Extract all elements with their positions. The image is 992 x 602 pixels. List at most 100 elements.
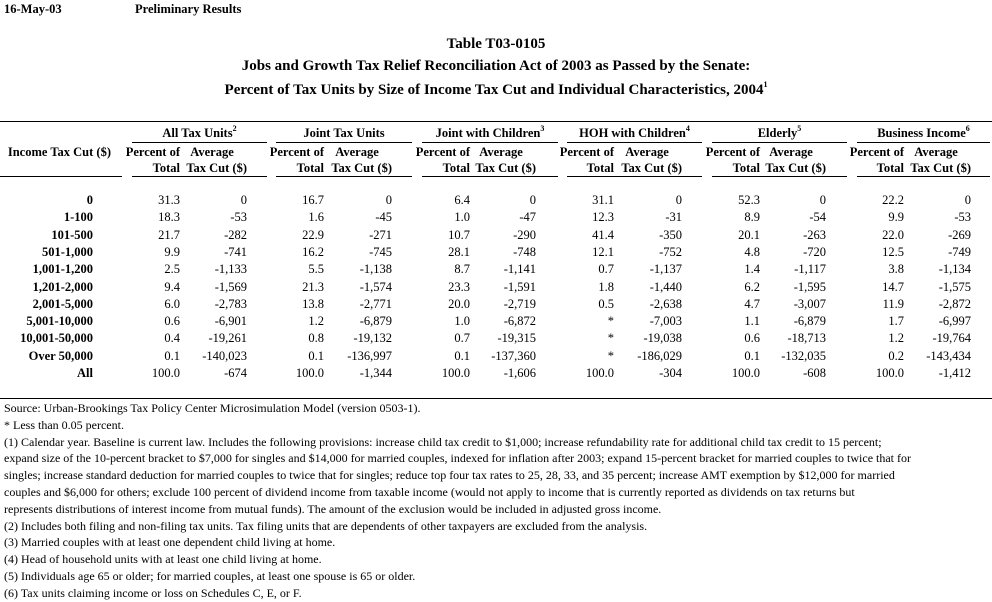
- percent-of-total-cell: 0.1: [454, 348, 470, 363]
- footnote-line: (3) Married couples with at least one de…: [4, 535, 336, 550]
- footnote-line: couples and $6,000 for others; exclude 1…: [4, 485, 855, 499]
- percent-of-total-cell: 0.8: [308, 331, 324, 346]
- table-title-text: Percent of Tax Units by Size of Income T…: [224, 82, 764, 98]
- group-rule: [567, 142, 702, 143]
- row-label: Over 50,000: [28, 348, 93, 363]
- average-tax-cut-cell: -132,035: [781, 348, 826, 363]
- percent-header-line1: Percent of: [269, 145, 324, 159]
- subheader-rule: [276, 176, 412, 177]
- percent-of-total-cell: 0.7: [598, 262, 614, 277]
- footnote-line: Source: Urban-Brookings Tax Policy Cente…: [4, 401, 421, 415]
- group-label: Joint with Children: [435, 126, 541, 140]
- percent-of-total-cell: 20.1: [738, 227, 760, 242]
- group-label: Business Income: [877, 126, 966, 140]
- percent-of-total-cell: 8.7: [454, 262, 470, 277]
- footnote-line: (2) Includes both filing and non-filing …: [4, 518, 648, 533]
- percent-of-total-cell: 23.3: [448, 279, 470, 294]
- average-header-line2: Tax Cut ($): [765, 161, 826, 175]
- average-tax-cut-cell: -608: [803, 366, 826, 380]
- footnote-line: (6) Tax units claiming income or loss on…: [4, 585, 302, 600]
- percent-of-total-cell: *: [607, 331, 614, 346]
- row-label: 0: [86, 193, 93, 207]
- average-tax-cut-cell: -1,117: [794, 262, 826, 277]
- average-header-line1: Average: [914, 145, 958, 159]
- average-tax-cut-cell: -2,783: [214, 296, 247, 311]
- subheader-rule: [422, 176, 558, 177]
- group-label: HOH with Children: [579, 126, 686, 140]
- percent-of-total-cell: 31.3: [158, 193, 180, 207]
- average-tax-cut-cell: -136,997: [347, 348, 392, 363]
- average-tax-cut-cell: -140,023: [202, 348, 247, 363]
- percent-of-total-cell: 28.1: [448, 244, 470, 259]
- average-tax-cut-cell: -1,138: [359, 262, 392, 277]
- row-label: 1,001-1,200: [32, 262, 93, 277]
- average-tax-cut-cell: 0: [819, 193, 826, 207]
- average-tax-cut-cell: -2,872: [938, 296, 971, 311]
- average-tax-cut-cell: -1,344: [359, 366, 392, 380]
- average-tax-cut-cell: -741: [224, 244, 247, 259]
- percent-of-total-cell: 1.1: [744, 314, 760, 329]
- group-rule: [422, 142, 558, 143]
- percent-of-total-cell: 10.7: [448, 227, 470, 242]
- footnote-ref: 1: [763, 80, 768, 89]
- percent-of-total-cell: 18.3: [158, 210, 180, 225]
- average-tax-cut-cell: -45: [375, 210, 392, 225]
- row-label: 1,201-2,000: [32, 279, 93, 294]
- percent-of-total-cell: 20.0: [448, 296, 470, 311]
- percent-of-total-cell: 14.7: [882, 279, 904, 294]
- row-header-rule: [0, 176, 122, 177]
- group-header: Elderly5: [712, 124, 847, 141]
- percent-header-line2: Total: [586, 161, 614, 175]
- average-tax-cut-cell: -2,771: [359, 296, 392, 311]
- percent-of-total-cell: 0.7: [454, 331, 470, 346]
- average-tax-cut-cell: -1,137: [649, 262, 682, 277]
- average-tax-cut-cell: -1,595: [793, 279, 826, 294]
- row-label: 101-500: [51, 227, 93, 242]
- percent-of-total-cell: 0.4: [164, 331, 180, 346]
- subheader-rule: [132, 176, 267, 177]
- percent-of-total-cell: 1.6: [308, 210, 324, 225]
- percent-of-total-cell: 22.9: [302, 227, 324, 242]
- percent-of-total-cell: 5.5: [308, 262, 324, 277]
- footnote-line: * Less than 0.05 percent.: [4, 417, 124, 432]
- average-tax-cut-cell: -350: [659, 227, 682, 242]
- average-tax-cut-cell: -6,879: [359, 314, 392, 329]
- average-tax-cut-cell: -1,575: [938, 279, 971, 294]
- average-tax-cut-cell: -748: [513, 244, 536, 259]
- percent-of-total-cell: 1.4: [744, 262, 760, 277]
- percent-of-total-cell: 1.0: [454, 210, 470, 225]
- average-tax-cut-cell: -7,003: [649, 314, 682, 329]
- percent-header-line1: Percent of: [559, 145, 614, 159]
- percent-of-total-cell: 100.0: [585, 366, 614, 380]
- average-header-line2: Tax Cut ($): [910, 161, 971, 175]
- report-status: Preliminary Results: [135, 2, 242, 16]
- average-tax-cut-cell: -2,638: [649, 296, 682, 311]
- row-label: 10,001-50,000: [20, 331, 93, 346]
- percent-of-total-cell: 3.8: [888, 262, 904, 277]
- footnote-line: represents distributions of interest inc…: [4, 501, 662, 516]
- footnote-line: singles; increase standard deduction for…: [4, 468, 895, 483]
- subheader-rule: [712, 176, 847, 177]
- average-tax-cut-cell: 0: [675, 193, 682, 207]
- group-header: All Tax Units2: [132, 124, 267, 141]
- average-tax-cut-cell: -1,591: [503, 279, 536, 294]
- percent-header-line2: Total: [732, 161, 760, 175]
- percent-of-total-cell: 6.2: [744, 279, 760, 294]
- average-tax-cut-cell: -19,038: [643, 331, 682, 346]
- percent-header-line1: Percent of: [849, 145, 904, 159]
- average-tax-cut-cell: -186,029: [637, 348, 682, 363]
- average-tax-cut-cell: -263: [803, 227, 826, 242]
- average-header-line1: Average: [479, 145, 523, 159]
- footnote-line: expand size of the 10-percent bracket to…: [4, 451, 912, 466]
- average-tax-cut-cell: -54: [809, 210, 826, 225]
- percent-of-total-cell: 9.4: [164, 279, 180, 294]
- average-header-line2: Tax Cut ($): [475, 161, 536, 175]
- percent-of-total-cell: 100.0: [441, 366, 470, 380]
- average-tax-cut-cell: -2,719: [503, 296, 536, 311]
- average-tax-cut-cell: -752: [659, 244, 682, 259]
- footnote-ref: 4: [685, 124, 690, 133]
- percent-of-total-cell: *: [607, 314, 614, 329]
- row-label: 501-1,000: [41, 244, 93, 259]
- group-label: Elderly: [757, 126, 798, 140]
- average-tax-cut-cell: -53: [954, 210, 971, 225]
